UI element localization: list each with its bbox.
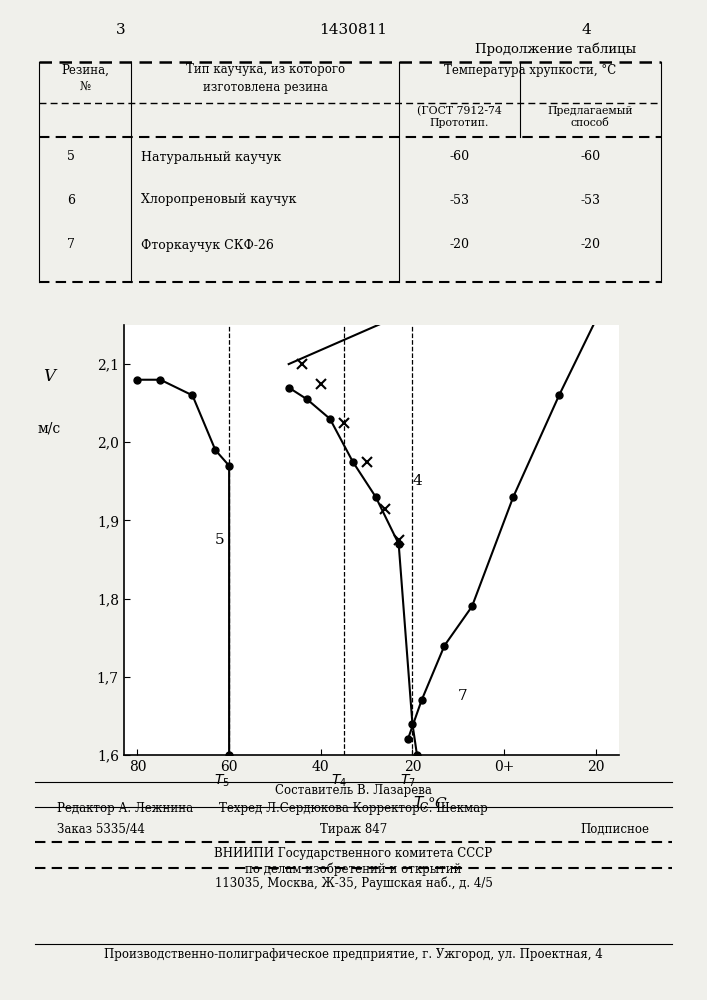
Text: V: V [44, 368, 55, 385]
Text: Производственно-полиграфическое предприятие, г. Ужгород, ул. Проектная, 4: Производственно-полиграфическое предприя… [104, 948, 603, 961]
Text: 6: 6 [66, 194, 75, 207]
Text: -53: -53 [450, 194, 469, 207]
Text: 7: 7 [458, 689, 467, 703]
Text: Тип каучука, из которого
изготовлена резина: Тип каучука, из которого изготовлена рез… [185, 64, 345, 94]
Text: $T$,°C: $T$,°C [413, 794, 448, 812]
Text: Хлоропреновый каучук: Хлоропреновый каучук [141, 194, 297, 207]
Text: по делам изобретений и открытий: по делам изобретений и открытий [245, 862, 462, 876]
Text: $T_7$: $T_7$ [400, 772, 416, 789]
Text: 3: 3 [115, 23, 125, 37]
Text: -20: -20 [580, 238, 600, 251]
Text: 7: 7 [66, 238, 75, 251]
Text: -60: -60 [580, 150, 600, 163]
Text: м/с: м/с [38, 421, 61, 435]
Text: -60: -60 [450, 150, 469, 163]
Text: ВНИИПИ Государственного комитета СССР: ВНИИПИ Государственного комитета СССР [214, 847, 493, 860]
Text: Подписное: Подписное [580, 823, 650, 836]
Text: Техред Л.Сердюкова КорректорС. Шекмар: Техред Л.Сердюкова КорректорС. Шекмар [219, 802, 488, 815]
Text: 1430811: 1430811 [320, 23, 387, 37]
Text: 5: 5 [66, 150, 75, 163]
Text: -20: -20 [450, 238, 469, 251]
Text: Продолжение таблицы: Продолжение таблицы [475, 43, 636, 56]
Text: Редактор А. Лежнина: Редактор А. Лежнина [57, 802, 193, 815]
Text: (ГОСТ 7912-74
Прототип.: (ГОСТ 7912-74 Прототип. [417, 106, 502, 128]
Text: 4: 4 [412, 474, 422, 488]
Text: 113035, Москва, Ж-35, Раушская наб., д. 4/5: 113035, Москва, Ж-35, Раушская наб., д. … [214, 877, 493, 890]
Text: Предлагаемый
способ: Предлагаемый способ [547, 106, 633, 128]
Text: 4: 4 [582, 23, 592, 37]
Text: 5: 5 [215, 533, 225, 547]
Text: Натуральный каучук: Натуральный каучук [141, 150, 281, 163]
Text: Тираж 847: Тираж 847 [320, 823, 387, 836]
Text: Температура хрупкости, °С: Температура хрупкости, °С [444, 64, 617, 77]
Text: $T_4$: $T_4$ [331, 772, 347, 789]
Text: Резина,
№: Резина, № [61, 64, 109, 94]
Text: $T_5$: $T_5$ [214, 772, 230, 789]
Text: Заказ 5335/44: Заказ 5335/44 [57, 823, 144, 836]
Text: Составитель В. Лазарева: Составитель В. Лазарева [275, 784, 432, 797]
Text: -53: -53 [580, 194, 600, 207]
Text: Фторкаучук СКФ-26: Фторкаучук СКФ-26 [141, 238, 274, 251]
